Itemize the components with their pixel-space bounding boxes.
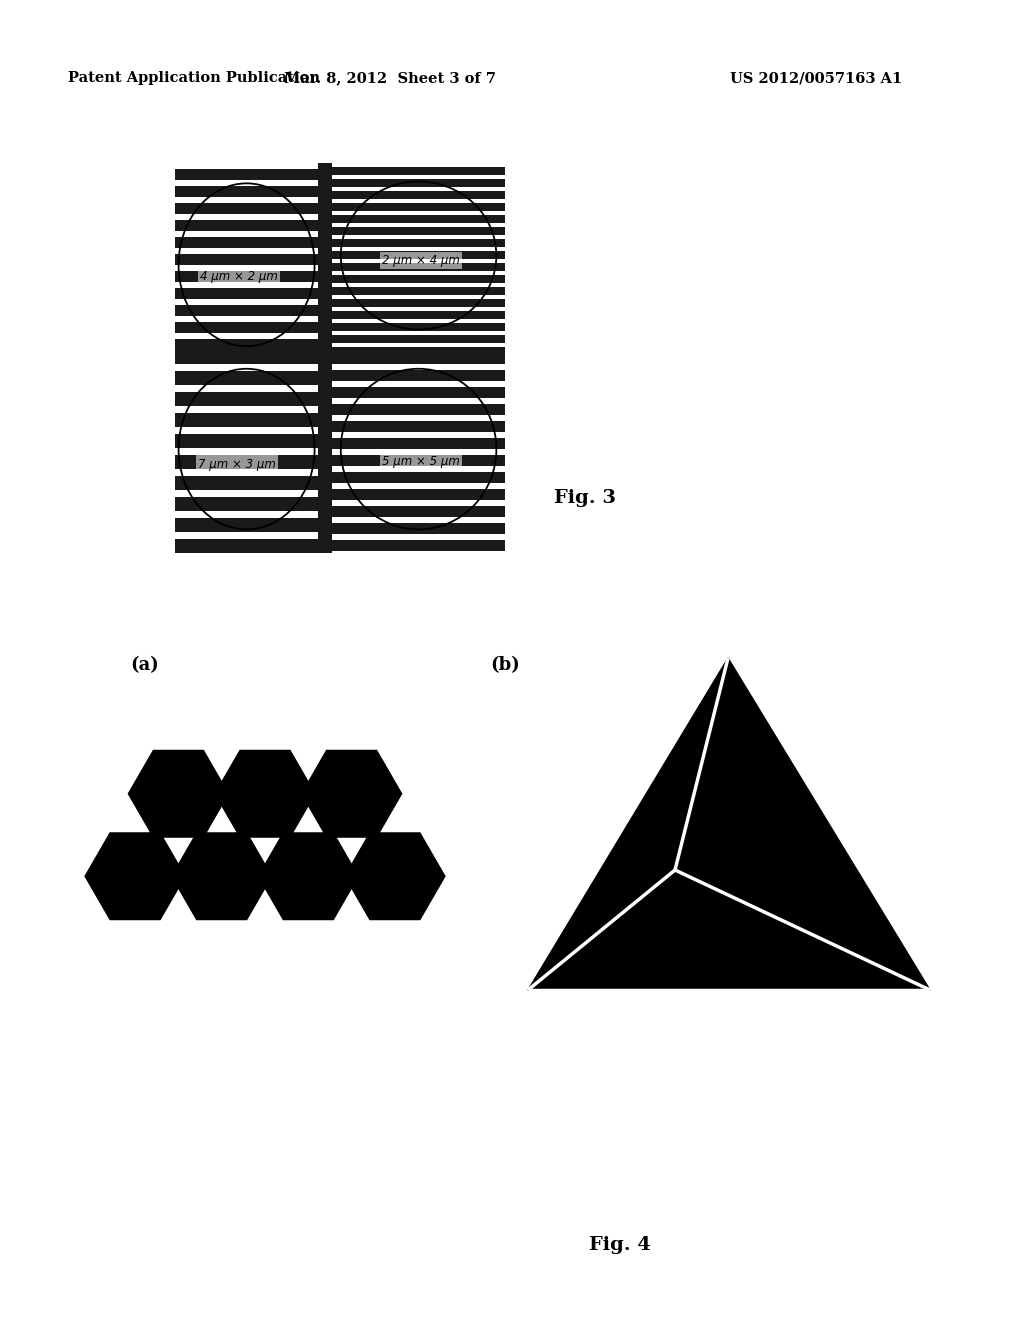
Bar [175, 407, 318, 413]
Bar [175, 532, 318, 539]
Bar [332, 364, 505, 553]
Bar [332, 162, 505, 348]
Text: US 2012/0057163 A1: US 2012/0057163 A1 [730, 71, 902, 84]
Bar [332, 235, 505, 239]
Bar [332, 247, 505, 251]
Bar [332, 414, 505, 421]
Bar [175, 348, 505, 364]
Bar [332, 432, 505, 438]
Bar [332, 550, 505, 553]
Bar [175, 300, 318, 305]
Bar [332, 259, 505, 263]
Bar [332, 331, 505, 335]
Bar [332, 399, 505, 404]
Bar [332, 282, 505, 286]
Text: Patent Application Publication: Patent Application Publication [68, 71, 319, 84]
Bar [175, 447, 318, 455]
Bar [332, 294, 505, 300]
Text: (b): (b) [490, 656, 520, 675]
Text: 2 μm × 4 μm: 2 μm × 4 μm [382, 253, 460, 267]
Bar [332, 535, 505, 540]
Bar [175, 315, 318, 322]
Bar [332, 381, 505, 387]
Bar [332, 223, 505, 227]
Polygon shape [528, 657, 930, 990]
Bar [175, 231, 318, 238]
Bar [332, 319, 505, 323]
Text: 7 μm × 3 μm: 7 μm × 3 μm [198, 458, 275, 470]
Polygon shape [128, 751, 228, 837]
Bar [175, 162, 318, 169]
Bar [332, 483, 505, 488]
Text: 4 μm × 2 μm: 4 μm × 2 μm [200, 271, 278, 284]
Bar [332, 211, 505, 215]
Bar [332, 500, 505, 506]
Text: Mar. 8, 2012  Sheet 3 of 7: Mar. 8, 2012 Sheet 3 of 7 [284, 71, 496, 84]
Bar [175, 180, 318, 186]
Bar [175, 214, 318, 220]
Bar [175, 197, 318, 203]
Bar [332, 517, 505, 523]
Bar [332, 343, 505, 347]
Bar [175, 490, 318, 498]
Bar [332, 187, 505, 191]
Polygon shape [345, 833, 444, 920]
Bar [332, 162, 505, 168]
Polygon shape [258, 833, 358, 920]
Polygon shape [215, 751, 315, 837]
Polygon shape [85, 833, 185, 920]
Bar [175, 333, 318, 339]
Bar [175, 428, 318, 434]
Bar [332, 199, 505, 203]
Bar [318, 162, 332, 553]
Bar [332, 271, 505, 275]
Text: 5 μm × 5 μm: 5 μm × 5 μm [382, 454, 460, 467]
Polygon shape [302, 751, 401, 837]
Bar [175, 385, 318, 392]
Bar [175, 511, 318, 517]
Text: (a): (a) [130, 656, 159, 675]
Bar [332, 308, 505, 312]
Bar [175, 248, 318, 253]
Bar [175, 469, 318, 477]
Bar [175, 364, 318, 371]
Bar [332, 449, 505, 455]
Bar [175, 282, 318, 288]
Text: Fig. 3: Fig. 3 [554, 488, 616, 507]
Bar [332, 364, 505, 370]
Bar [332, 176, 505, 180]
Bar [175, 364, 318, 553]
Bar [175, 265, 318, 271]
Bar [175, 162, 318, 348]
Polygon shape [172, 833, 271, 920]
Text: Fig. 4: Fig. 4 [589, 1236, 651, 1254]
Bar [332, 466, 505, 473]
